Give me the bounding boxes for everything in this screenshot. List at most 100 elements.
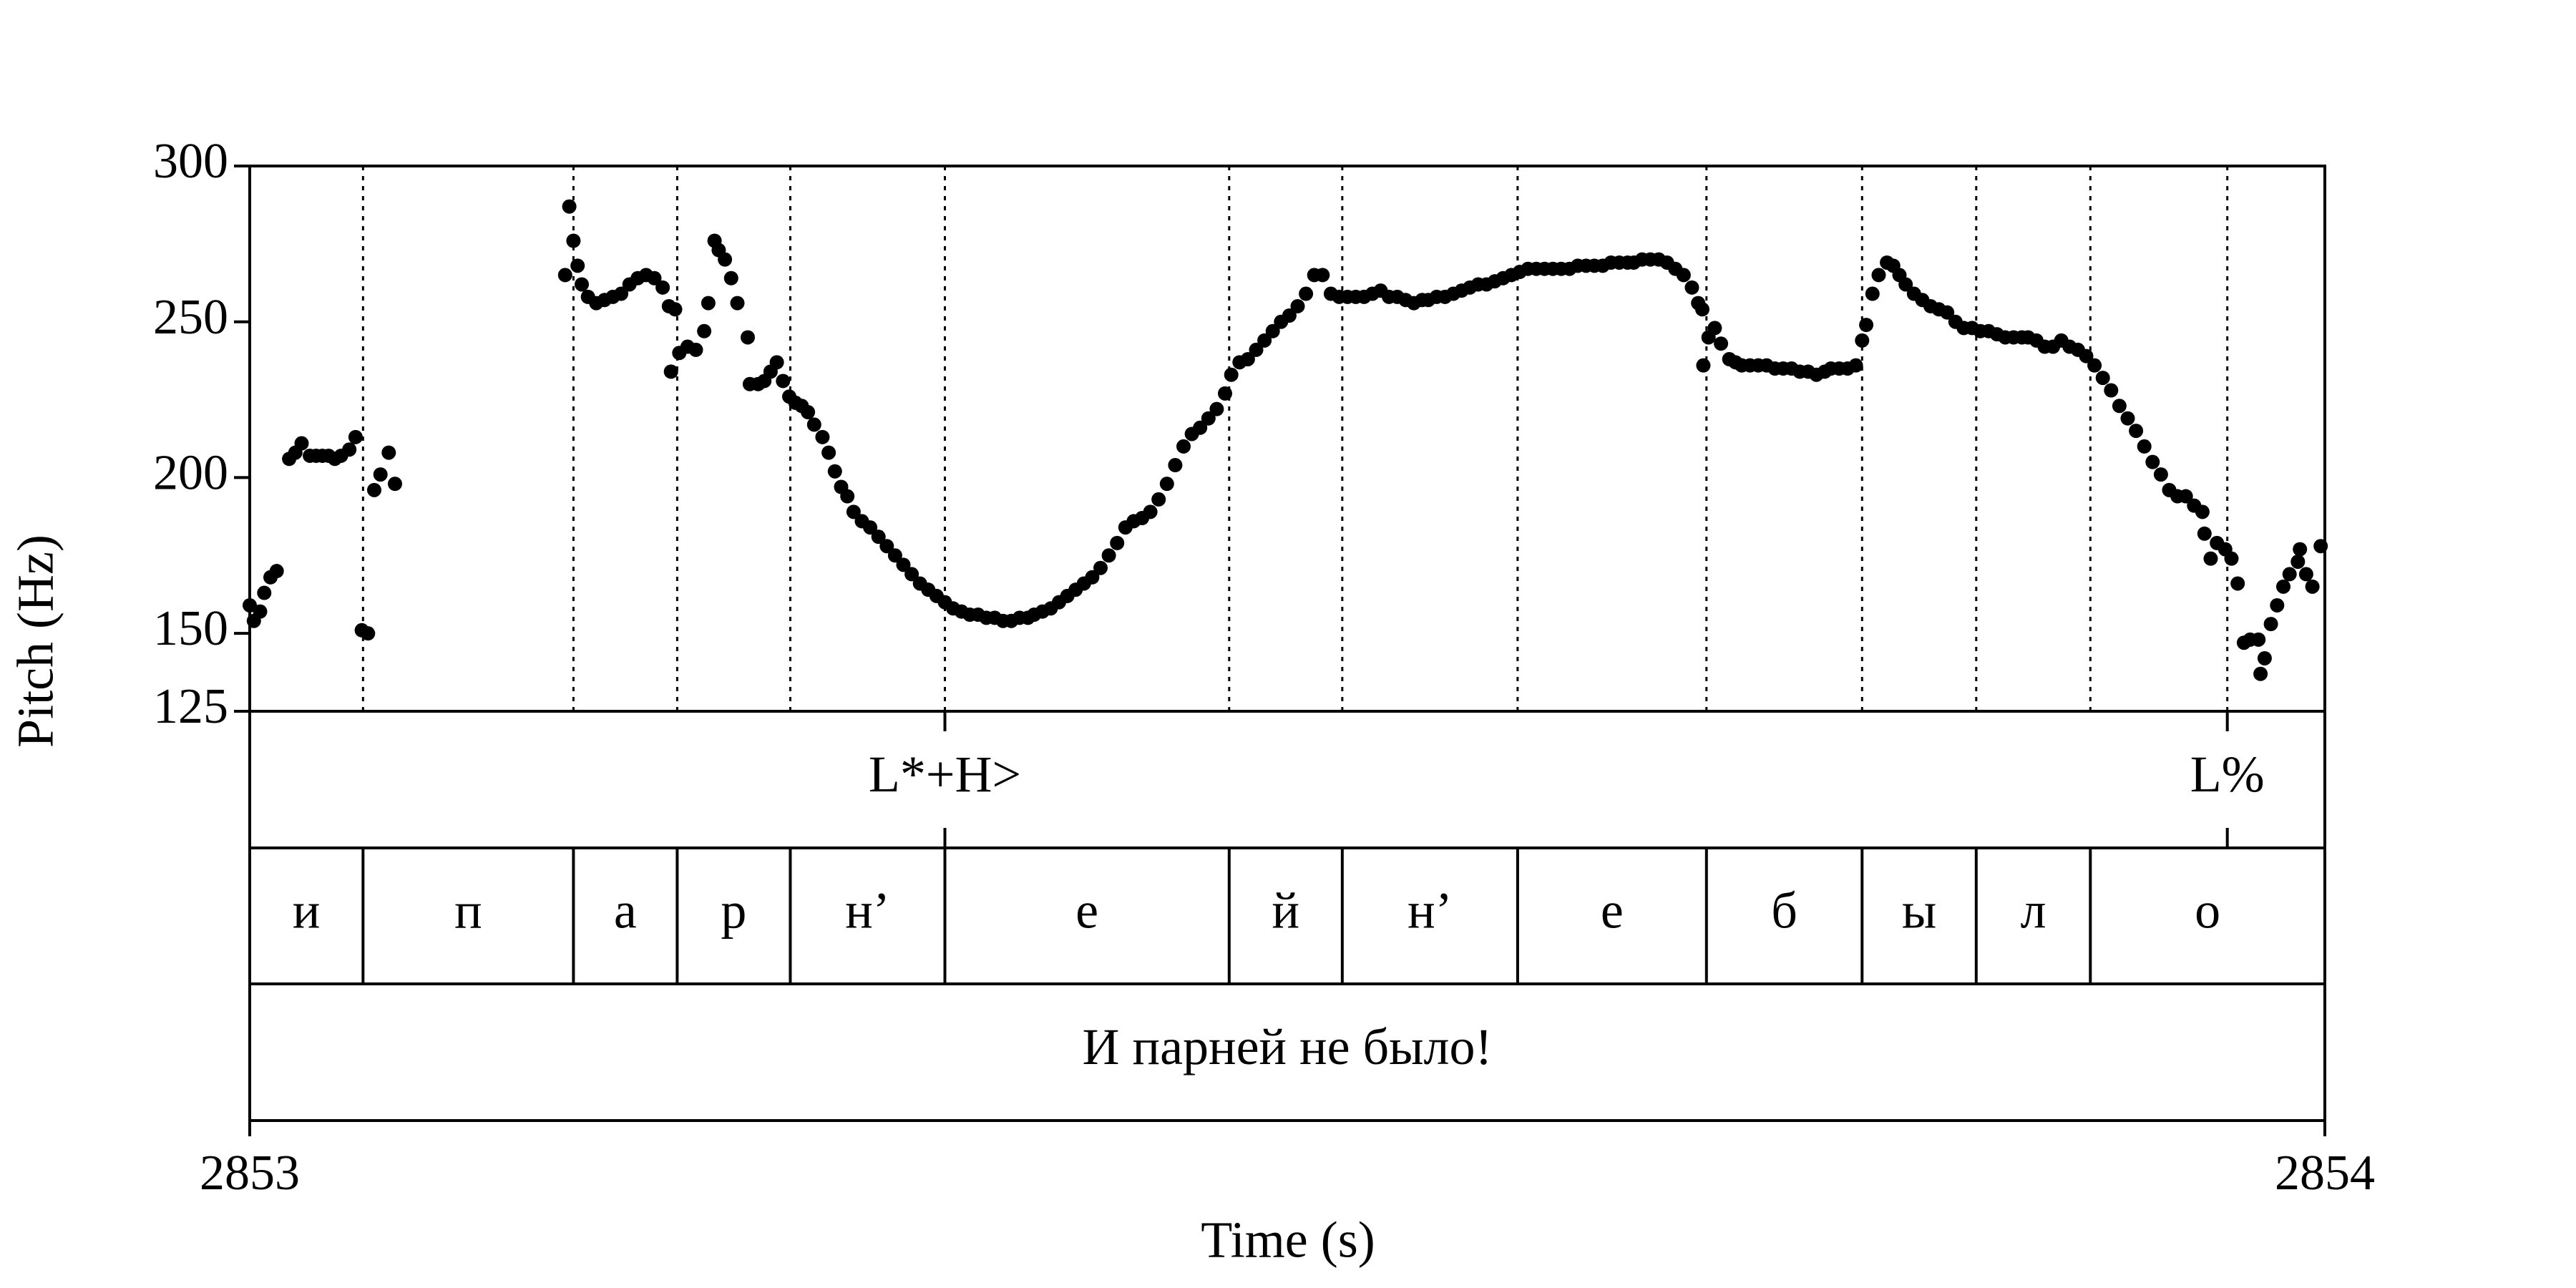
pitch-point <box>806 417 821 432</box>
pitch-point <box>2251 632 2266 647</box>
pitch-point <box>2197 526 2212 541</box>
pitch-point <box>1159 477 1174 492</box>
pitch-point <box>243 597 257 613</box>
pitch-point <box>801 404 816 419</box>
segment-label: п <box>454 882 482 940</box>
pitch-point <box>2112 399 2127 414</box>
pitch-point <box>2195 504 2210 519</box>
pitch-point <box>1855 333 1870 348</box>
pitch-point <box>348 429 363 444</box>
x-tick-label: 2854 <box>2275 1146 2375 1201</box>
pitch-point <box>2095 371 2110 386</box>
pitch-point <box>1168 458 1183 473</box>
pitch-point <box>2293 542 2308 557</box>
pitch-point <box>2087 358 2102 373</box>
pitch-point <box>879 539 894 554</box>
y-tick-label: 300 <box>153 134 228 189</box>
pitch-point <box>1209 401 1224 416</box>
pitch-point <box>557 268 572 283</box>
pitch-point <box>776 374 791 389</box>
pitch-point <box>863 520 878 535</box>
frame <box>248 165 2326 1122</box>
pitch-point <box>741 330 755 345</box>
pitch-point <box>730 296 745 311</box>
x-tick-label: 2853 <box>200 1146 300 1201</box>
pitch-point <box>388 477 402 492</box>
segment-label: й <box>1272 882 1300 940</box>
y-tick-label: 200 <box>153 445 228 500</box>
pitch-point <box>1224 367 1239 382</box>
pitch-point <box>701 296 716 311</box>
pitch-point <box>688 342 703 357</box>
pitch-point <box>1085 570 1100 585</box>
segment-label: и <box>293 882 321 940</box>
pitch-point <box>904 567 919 582</box>
pitch-point <box>2257 650 2272 665</box>
pitch-point <box>269 564 284 579</box>
pitch-point <box>668 302 683 317</box>
pitch-point <box>896 557 911 572</box>
pitch-point <box>566 233 581 248</box>
pitch-point <box>2313 539 2328 554</box>
pitch-point <box>1865 286 1880 301</box>
pitch-point <box>562 199 577 214</box>
pitch-point <box>1676 268 1691 283</box>
pitch-point <box>2120 411 2135 426</box>
segment-label: р <box>721 882 746 940</box>
pitch-point <box>2153 467 2168 482</box>
segment-label: н’ <box>1407 882 1453 940</box>
pitch-point <box>2145 454 2160 469</box>
pitch-point <box>2178 489 2193 504</box>
pitch-point <box>575 277 589 292</box>
tone-label: L% <box>2190 746 2265 803</box>
pitch-point <box>663 364 678 379</box>
pitch-point <box>821 445 836 460</box>
pitch-point <box>647 270 662 286</box>
pitch-point <box>2224 551 2239 566</box>
pitch-point <box>1240 351 1255 366</box>
pitch-point <box>2263 617 2278 632</box>
pitch-point <box>1093 560 1108 575</box>
y-tick-label: 150 <box>153 601 228 656</box>
pitch-point <box>373 467 388 482</box>
pitch-point <box>1101 548 1116 563</box>
pitch-point <box>570 258 585 273</box>
pitch-point <box>1940 305 1955 320</box>
pitch-point <box>342 442 357 457</box>
pitch-point <box>1201 411 1216 426</box>
pitch-point <box>257 585 272 600</box>
pitch-point <box>2230 576 2245 591</box>
pitch-point <box>871 530 886 545</box>
pitch-point <box>253 604 268 619</box>
pitch-point <box>1299 286 1314 301</box>
pitch-point <box>697 323 712 338</box>
pitch-point <box>1707 321 1722 336</box>
segment-label: л <box>2021 882 2046 940</box>
segment-label: б <box>1771 882 1797 940</box>
pitch-point <box>827 464 842 479</box>
x-axis-label: Time (s) <box>1201 1211 1375 1269</box>
pitch-point <box>655 280 670 295</box>
pitch-point <box>1315 268 1330 283</box>
pitch-point <box>614 286 629 301</box>
pitch-point <box>723 270 738 286</box>
pitch-point <box>1859 318 1874 333</box>
segment-label: е <box>1601 882 1624 940</box>
pitch-point <box>1871 268 1886 283</box>
pitch-point <box>1249 342 1264 357</box>
segment-label: а <box>614 882 637 940</box>
pitch-point <box>1696 358 1711 373</box>
pitch-point <box>1110 535 1125 550</box>
pitch-point <box>846 504 861 519</box>
pitch-point <box>815 429 830 444</box>
pitch-point <box>1143 504 1158 519</box>
pitch-point <box>1290 298 1305 313</box>
pitch-point <box>367 482 381 497</box>
pitch-point <box>2203 551 2218 566</box>
pitch-point <box>1282 308 1297 323</box>
pitch-point <box>769 355 784 370</box>
pitch-point <box>294 436 309 451</box>
y-tick-label: 125 <box>153 679 228 734</box>
sentence: И парней не было! <box>1083 1018 1493 1075</box>
pitch-point <box>361 626 376 641</box>
